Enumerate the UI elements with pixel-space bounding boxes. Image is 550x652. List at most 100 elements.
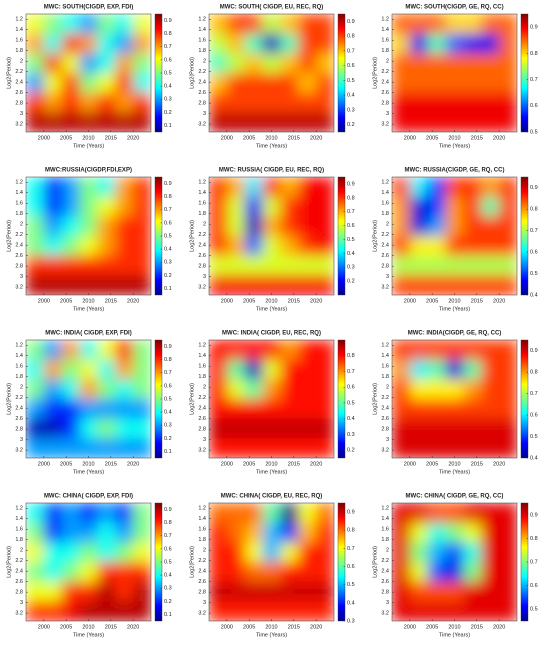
- heat-cell: [280, 216, 299, 237]
- y-tick-label: 3.2: [381, 285, 389, 291]
- heat-cell: [280, 14, 299, 35]
- heat-cell: [427, 542, 447, 563]
- y-tick-label: 2: [386, 385, 389, 391]
- chart-title: MWC:RUSSIA(CIGDP,FDI,EXP): [45, 168, 132, 174]
- heat-cell: [79, 73, 98, 94]
- heat-cell: [43, 255, 63, 276]
- colorbar-tick-label: 0.6: [530, 583, 538, 589]
- heat-cell: [26, 255, 45, 276]
- heat-cell: [97, 73, 116, 94]
- heat-cell: [97, 601, 116, 621]
- y-tick-label: 1.6: [15, 38, 23, 44]
- y-tick-label: 3: [203, 600, 206, 606]
- y-tick-label: 1.6: [381, 364, 389, 370]
- colorbar-tick-label: 0.9: [530, 512, 538, 518]
- heat-cell: [79, 196, 98, 217]
- heat-cell: [427, 53, 447, 74]
- y-tick-label: 2.8: [15, 590, 23, 596]
- colorbar-tick-label: 0.4: [347, 600, 355, 606]
- heatmap-cells: [209, 14, 334, 132]
- heat-cell: [481, 216, 500, 237]
- heat-cell: [445, 438, 464, 458]
- heat-cell: [244, 359, 264, 380]
- heat-cell: [499, 112, 517, 132]
- heat-cell: [133, 112, 151, 132]
- heat-cell: [43, 379, 63, 400]
- x-tick-label: 2015: [288, 298, 300, 304]
- heat-cell: [298, 216, 317, 237]
- heat-cell: [298, 112, 317, 132]
- heat-cell: [262, 14, 281, 35]
- heat-cell: [61, 581, 81, 602]
- heat-cell: [445, 14, 464, 35]
- heat-cell: [79, 112, 98, 132]
- x-axis-label: Time (Years): [256, 469, 287, 475]
- heat-cell: [26, 216, 45, 237]
- colorbar-tick-label: 0.6: [530, 413, 538, 419]
- heat-cell: [409, 255, 429, 276]
- heat-cell: [244, 438, 264, 458]
- heat-cell: [316, 438, 334, 458]
- heat-cell: [115, 53, 134, 74]
- heat-cell: [209, 33, 228, 54]
- colorbar-tick-label: 0.8: [530, 536, 538, 542]
- heat-cell: [445, 503, 464, 524]
- heat-cell: [280, 177, 299, 198]
- heat-cell: [392, 177, 411, 198]
- heatmap: [26, 177, 151, 295]
- heat-cell: [115, 33, 134, 54]
- heat-cell: [463, 601, 482, 621]
- heat-cell: [244, 92, 264, 113]
- heatmap-cells: [26, 177, 151, 295]
- heat-cell: [445, 177, 464, 198]
- heat-cell: [298, 399, 317, 420]
- colorbar-tick-label: 0.8: [164, 357, 172, 363]
- heat-cell: [280, 601, 299, 621]
- y-tick-label: 2.6: [198, 416, 206, 422]
- colorbar-tick-label: 0.6: [530, 250, 538, 256]
- colorbar-tick-label: 0.2: [164, 273, 172, 279]
- y-tick-label: 3: [203, 274, 206, 280]
- heatmap-cells: [209, 503, 334, 621]
- heat-cell: [61, 196, 81, 217]
- colorbar-tick-label: 0.8: [347, 528, 355, 534]
- x-tick-label: 2015: [105, 135, 117, 141]
- heat-cell: [392, 379, 411, 400]
- heat-cell: [43, 92, 63, 113]
- colorbar-tick-label: 0.2: [164, 599, 172, 605]
- heat-cell: [427, 522, 447, 543]
- heat-cell: [226, 503, 246, 524]
- y-tick-label: 3.2: [198, 611, 206, 617]
- heat-cell: [409, 33, 429, 54]
- heat-cell: [61, 236, 81, 257]
- heat-cell: [26, 92, 45, 113]
- heat-cell: [209, 399, 228, 420]
- heat-cell: [481, 399, 500, 420]
- heat-cell: [61, 14, 81, 35]
- heat-cell: [427, 340, 447, 361]
- colorbar-tick-label: 0.5: [530, 129, 538, 135]
- heat-cell: [133, 216, 151, 237]
- heat-cell: [316, 542, 334, 563]
- heat-cell: [43, 73, 63, 94]
- x-tick-label: 2015: [288, 135, 300, 141]
- colorbar-tick-label: 0.5: [530, 271, 538, 277]
- y-tick-label: 1.6: [15, 527, 23, 533]
- heat-cell: [43, 275, 63, 295]
- heat-cell: [226, 581, 246, 602]
- heat-cell: [316, 216, 334, 237]
- heat-cell: [226, 438, 246, 458]
- heatmap-cells: [209, 340, 334, 458]
- heat-cell: [209, 562, 228, 583]
- heat-cell: [481, 236, 500, 257]
- colorbar: [337, 339, 346, 459]
- heat-cell: [133, 255, 151, 276]
- x-tick-label: 2020: [127, 461, 139, 467]
- heat-cell: [79, 542, 98, 563]
- heat-cell: [115, 438, 134, 458]
- heat-cell: [79, 601, 98, 621]
- y-tick-label: 1.6: [381, 201, 389, 207]
- y-tick-label: 2.4: [15, 243, 23, 249]
- y-axis-label: Log2(Period): [6, 546, 12, 578]
- heat-cell: [499, 418, 517, 439]
